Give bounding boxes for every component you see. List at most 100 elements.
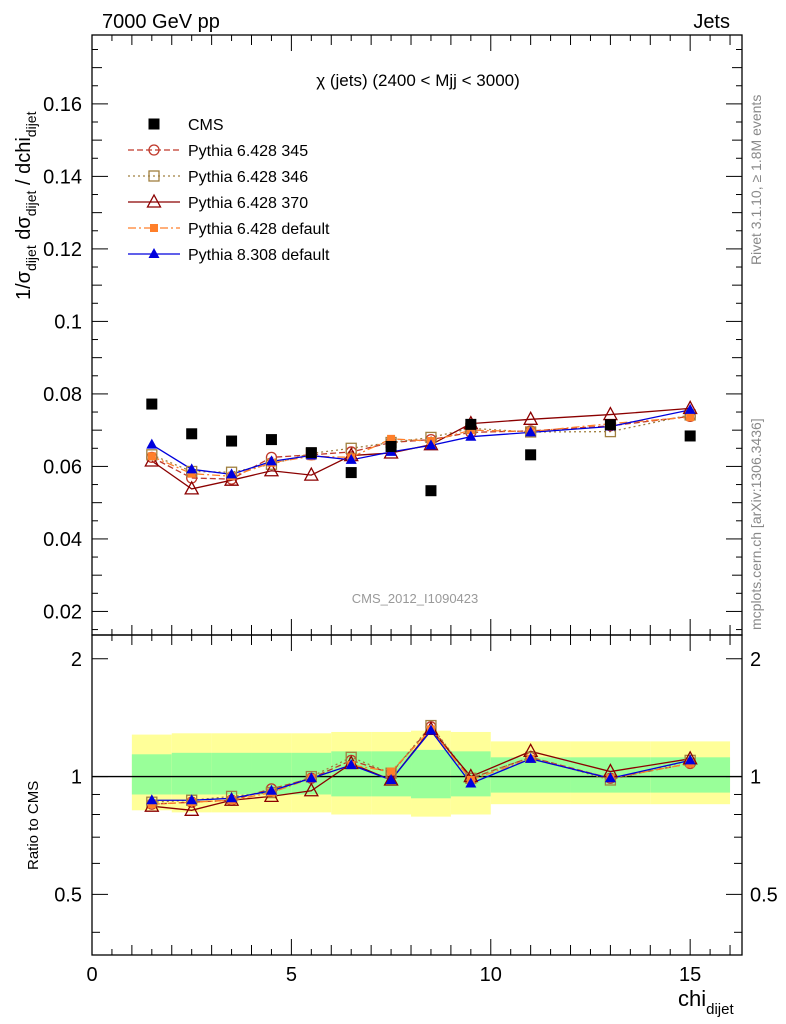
ratio-ytick-label-right: 0.5 [750,884,778,906]
main-point-pythia-6-428-370 [523,410,539,425]
ratio-ytick-label: 0.5 [54,884,82,906]
ratio-line-pythia-6-428-346 [151,724,691,803]
band-inner [411,749,451,799]
main-point-pythia-6-428-346 [345,442,357,454]
main-point-pythia-8-308-default [465,430,477,441]
main-point-pythia-8-308-default [525,426,537,437]
main-line-pythia-6-428-370 [151,407,691,490]
main-line-pythia-8-308-default [151,409,691,476]
main-point-cms [305,447,317,459]
main-panel: 0.02 0.04 0.06 0.08 0.1 0.12 0.14 0.16 [43,34,743,636]
ratio-line-pythia-6-428-370 [151,728,691,811]
main-point-cms [425,485,437,497]
main-ytick-label: 0.16 [43,94,82,116]
ratio-point-pythia-8-308-default [265,784,277,795]
ratio-point-pythia-8-308-default [226,792,238,803]
ratio-point-pythia-6-428-370 [184,801,200,816]
legend-label-pythia-6-428-default: Pythia 6.428 default [188,221,330,238]
main-point-cms [684,430,696,442]
ratio-point-pythia-6-428-370 [383,771,399,786]
band-inner [131,754,172,795]
legend-marker-pythia-6-428-default [150,224,158,232]
header-right: Jets [693,11,730,33]
main-ylabel: 1/σdijet dσdijet / dchidijet [13,111,39,300]
ratio-point-pythia-8-308-default [684,754,696,765]
main-point-pythia-6-428-370 [303,466,319,481]
ratio-point-pythia-8-308-default [305,772,317,783]
chart-marks [144,398,698,816]
main-point-pythia-6-428-default [147,452,156,461]
xlabel-main: chi [678,986,706,1011]
ratio-line-pythia-8-308-default [151,729,691,801]
legend-marker-cms [148,118,160,130]
main-point-pythia-8-308-default [265,455,277,466]
legend-label-pythia-6-428-345: Pythia 6.428 345 [188,143,308,160]
xtick-label: 0 [86,964,97,986]
main-point-pythia-6-428-default [466,426,475,435]
ratio-point-pythia-8-308-default [186,794,198,805]
main-point-cms [345,467,357,479]
main-point-pythia-8-308-default [684,403,696,414]
xlabel-sub: dijet [706,1001,734,1018]
main-ytick-label: 0.02 [43,601,82,623]
main-point-pythia-6-428-default [686,413,695,422]
main-ytick-label: 0.04 [43,529,82,551]
ratio-point-pythia-8-308-default [604,772,616,783]
main-ytick-label: 0.1 [54,311,82,333]
ratio-panel: 0 5 10 15 0.5 0.5 1 1 2 2 [54,634,778,986]
ratio-point-pythia-8-308-default [525,752,537,763]
ratio-point-pythia-6-428-default [387,767,396,776]
main-point-cms [226,435,238,447]
ratio-point-pythia-8-308-default [345,759,357,770]
mcplots-label: mcplots.cern.ch [arXiv:1306.3436] [748,418,764,630]
rivet-label: Rivet 3.1.10, ≥ 1.8M events [748,95,764,265]
ratio-ylabel: Ratio to CMS [25,781,42,870]
band-inner [211,752,252,795]
legend-label-pythia-6-428-370: Pythia 6.428 370 [188,195,308,212]
main-point-pythia-8-308-default [425,439,437,450]
band-inner [171,752,212,795]
watermark: CMS_2012_I1090423 [352,591,479,606]
band-inner [331,751,372,797]
main-point-cms [186,428,198,440]
main-point-cms [265,434,277,446]
main-point-cms [525,449,537,461]
legend-label-cms: CMS [188,117,224,134]
legend-marker-pythia-6-428-345 [148,144,160,156]
main-ytick-label: 0.06 [43,456,82,478]
main-line-pythia-6-428-346 [151,414,691,473]
main-title: χ (jets) (2400 < Mjj < 3000) [316,71,520,90]
legend-marker-pythia-6-428-370 [146,193,162,208]
main-point-pythia-6-428-370 [184,480,200,495]
main-point-pythia-6-428-default [187,469,196,478]
ratio-point-pythia-8-308-default [465,777,477,788]
main-point-cms [465,418,477,430]
ratio-ytick-label: 1 [71,767,82,789]
main-point-cms [604,419,616,431]
main-line-pythia-6-428-default [151,416,691,477]
legend-marker-pythia-6-428-346 [148,170,160,182]
ratio-point-pythia-8-308-default [385,773,397,784]
main-ytick-label: 0.14 [43,166,82,188]
ratio-ytick-label-right: 2 [750,649,761,671]
main-ytick-label: 0.08 [43,384,82,406]
legend-label-pythia-8-308-default: Pythia 8.308 default [188,247,330,264]
main-point-pythia-8-308-default [345,453,357,464]
main-point-pythia-8-308-default [186,463,198,474]
xtick-label: 15 [679,964,701,986]
xtick-label: 5 [286,964,297,986]
main-line-pythia-6-428-345 [151,415,691,480]
ratio-ytick-label: 2 [71,649,82,671]
legend-label-pythia-6-428-346: Pythia 6.428 346 [188,169,308,186]
xtick-label: 10 [480,964,502,986]
main-point-pythia-8-308-default [226,468,238,479]
main-point-cms [146,398,158,410]
main-ytick-label: 0.12 [43,239,82,261]
main-point-pythia-6-428-370 [263,462,280,477]
main-point-pythia-8-308-default [146,438,158,449]
main-point-cms [385,440,397,452]
ratio-point-pythia-6-428-370 [303,782,319,797]
ratio-frame [91,634,743,956]
ratio-point-pythia-8-308-default [146,794,158,805]
